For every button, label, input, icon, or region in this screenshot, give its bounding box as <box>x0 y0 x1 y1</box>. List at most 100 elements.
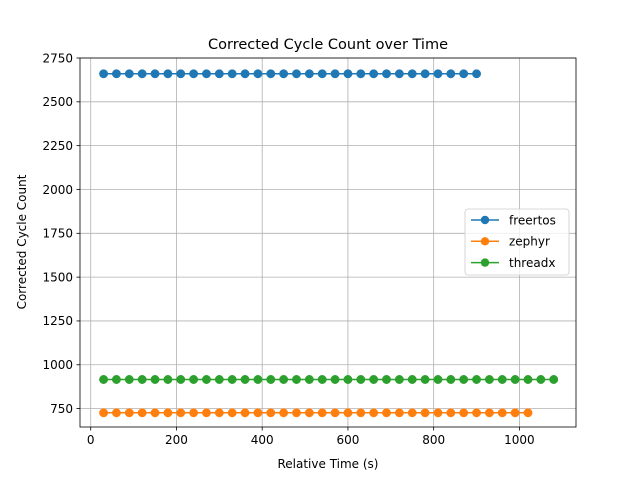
data-point-zephyr <box>111 408 121 418</box>
y-tick-label: 2750 <box>42 51 73 65</box>
y-tick-label: 2000 <box>42 183 73 197</box>
data-point-threadx <box>279 375 289 384</box>
y-axis: 750 1000 1250 1500 1750 2000 2250 2500 2750 <box>42 51 80 416</box>
data-point-threadx <box>484 375 494 384</box>
data-point-threadx <box>459 375 469 384</box>
data-point-threadx <box>137 375 147 384</box>
data-point-zephyr <box>459 408 469 418</box>
data-point-freertos <box>343 69 353 79</box>
data-point-zephyr <box>279 408 289 418</box>
series-freertos <box>99 69 481 79</box>
data-point-freertos <box>304 69 314 79</box>
data-point-freertos <box>369 69 379 79</box>
data-point-zephyr <box>99 408 109 418</box>
data-point-freertos <box>330 69 340 79</box>
data-point-threadx <box>214 375 224 384</box>
data-point-threadx <box>304 375 314 384</box>
data-point-threadx <box>394 375 404 384</box>
data-point-zephyr <box>407 408 417 418</box>
data-point-zephyr <box>176 408 186 418</box>
data-point-zephyr <box>292 408 301 418</box>
data-point-threadx <box>510 375 520 384</box>
data-point-freertos <box>202 69 211 79</box>
data-point-threadx <box>253 375 263 384</box>
y-axis-label: Corrected Cycle Count <box>15 174 29 309</box>
data-point-threadx <box>111 375 121 384</box>
x-axis-label: Relative Time (s) <box>277 457 378 471</box>
y-tick-label: 2250 <box>42 139 73 153</box>
data-point-zephyr <box>266 408 276 418</box>
data-point-freertos <box>446 69 456 79</box>
y-tick-label: 750 <box>50 402 73 416</box>
data-point-threadx <box>189 375 199 384</box>
y-tick-label: 1500 <box>42 270 73 284</box>
data-point-zephyr <box>124 408 134 418</box>
data-point-threadx <box>176 375 186 384</box>
data-point-freertos <box>240 69 250 79</box>
legend-swatch-marker <box>480 215 490 225</box>
data-point-zephyr <box>240 408 250 418</box>
legend-item-zephyr: zephyr <box>471 235 550 249</box>
legend-label: threadx <box>509 256 555 270</box>
data-point-zephyr <box>163 408 173 418</box>
data-point-threadx <box>369 375 379 384</box>
data-point-zephyr <box>420 408 430 418</box>
data-point-freertos <box>189 69 199 79</box>
data-point-threadx <box>150 375 160 384</box>
data-point-threadx <box>382 375 391 384</box>
data-point-threadx <box>446 375 456 384</box>
data-point-zephyr <box>523 408 533 418</box>
data-point-freertos <box>137 69 147 79</box>
data-point-threadx <box>407 375 417 384</box>
data-point-zephyr <box>304 408 314 418</box>
data-point-freertos <box>99 69 109 79</box>
legend: freertos zephyr threadx <box>464 208 570 276</box>
data-point-zephyr <box>189 408 199 418</box>
data-point-freertos <box>266 69 276 79</box>
data-point-threadx <box>472 375 481 384</box>
data-point-threadx <box>523 375 533 384</box>
data-point-freertos <box>459 69 469 79</box>
x-tick-label: 1000 <box>504 433 535 447</box>
data-point-freertos <box>163 69 173 79</box>
y-tick-label: 1250 <box>42 314 73 328</box>
data-point-threadx <box>266 375 276 384</box>
data-point-freertos <box>111 69 121 79</box>
data-point-freertos <box>214 69 224 79</box>
data-point-zephyr <box>356 408 366 418</box>
series-threadx <box>99 375 559 384</box>
y-tick-label: 1000 <box>42 358 73 372</box>
data-point-threadx <box>227 375 237 384</box>
data-point-threadx <box>433 375 443 384</box>
legend-box <box>464 208 570 276</box>
data-point-zephyr <box>497 408 507 418</box>
data-point-threadx <box>240 375 250 384</box>
legend-swatch-marker <box>480 258 490 267</box>
chart-title: Corrected Cycle Count over Time <box>208 37 448 53</box>
data-point-freertos <box>317 69 327 79</box>
data-point-freertos <box>279 69 289 79</box>
data-point-zephyr <box>472 408 481 418</box>
x-tick-label: 600 <box>336 433 359 447</box>
legend-label: zephyr <box>509 235 550 249</box>
data-point-freertos <box>394 69 404 79</box>
data-point-freertos <box>150 69 160 79</box>
x-tick-label: 400 <box>251 433 274 447</box>
data-point-zephyr <box>227 408 237 418</box>
data-point-zephyr <box>382 408 391 418</box>
data-point-freertos <box>292 69 301 79</box>
data-point-zephyr <box>150 408 160 418</box>
data-point-freertos <box>420 69 430 79</box>
data-point-freertos <box>176 69 186 79</box>
data-point-freertos <box>433 69 443 79</box>
x-tick-label: 200 <box>165 433 188 447</box>
series-layer <box>99 69 559 418</box>
data-point-threadx <box>343 375 353 384</box>
data-point-threadx <box>497 375 507 384</box>
data-point-zephyr <box>202 408 211 418</box>
data-point-zephyr <box>343 408 353 418</box>
data-point-zephyr <box>369 408 379 418</box>
data-point-zephyr <box>253 408 263 418</box>
legend-item-freertos: freertos <box>471 213 556 227</box>
